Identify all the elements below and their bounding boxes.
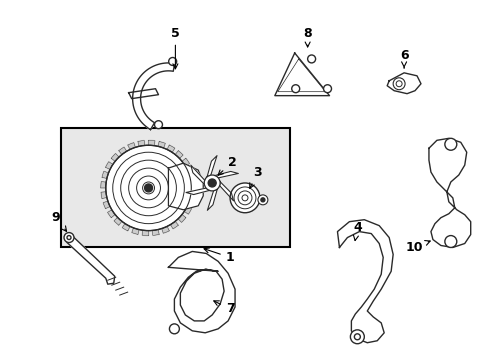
Circle shape — [208, 179, 216, 187]
Circle shape — [392, 78, 404, 90]
Circle shape — [350, 330, 364, 344]
Circle shape — [257, 195, 267, 205]
Polygon shape — [386, 73, 420, 94]
Circle shape — [144, 184, 152, 192]
Polygon shape — [102, 171, 108, 179]
Circle shape — [444, 138, 456, 150]
Polygon shape — [103, 201, 110, 208]
Polygon shape — [111, 153, 119, 161]
Circle shape — [64, 233, 74, 243]
Polygon shape — [127, 143, 135, 149]
Polygon shape — [66, 235, 115, 284]
Text: 4: 4 — [352, 221, 361, 240]
Text: 10: 10 — [405, 240, 429, 254]
Polygon shape — [337, 220, 392, 343]
Text: 1: 1 — [203, 248, 234, 264]
Polygon shape — [148, 140, 155, 146]
Circle shape — [230, 183, 260, 213]
Polygon shape — [101, 192, 107, 198]
Polygon shape — [170, 221, 178, 229]
Polygon shape — [182, 158, 189, 166]
Polygon shape — [214, 171, 238, 178]
FancyBboxPatch shape — [61, 129, 289, 247]
Polygon shape — [168, 251, 235, 333]
Polygon shape — [178, 215, 185, 222]
Polygon shape — [188, 197, 195, 205]
Polygon shape — [122, 224, 130, 231]
Text: 6: 6 — [399, 49, 407, 68]
Circle shape — [291, 85, 299, 93]
Polygon shape — [162, 226, 169, 233]
Polygon shape — [428, 138, 470, 247]
Circle shape — [169, 324, 179, 334]
Polygon shape — [128, 89, 158, 99]
Polygon shape — [190, 177, 196, 184]
Polygon shape — [105, 162, 113, 170]
Polygon shape — [184, 206, 191, 214]
Polygon shape — [207, 189, 217, 210]
Text: 7: 7 — [213, 301, 234, 315]
Polygon shape — [187, 167, 194, 175]
Text: 5: 5 — [171, 27, 180, 69]
Circle shape — [444, 235, 456, 247]
Polygon shape — [190, 165, 204, 184]
Text: 2: 2 — [218, 156, 236, 175]
Polygon shape — [190, 188, 196, 194]
Text: 3: 3 — [249, 166, 262, 188]
Polygon shape — [175, 151, 183, 158]
Polygon shape — [274, 53, 329, 96]
Polygon shape — [114, 217, 122, 225]
Polygon shape — [167, 145, 175, 152]
Polygon shape — [185, 188, 209, 194]
Polygon shape — [219, 181, 233, 201]
Polygon shape — [131, 228, 139, 234]
Text: 9: 9 — [52, 211, 66, 231]
Circle shape — [204, 175, 220, 191]
Circle shape — [323, 85, 331, 93]
Polygon shape — [152, 230, 159, 235]
Circle shape — [307, 55, 315, 63]
Polygon shape — [119, 147, 126, 154]
Polygon shape — [158, 141, 165, 148]
Circle shape — [168, 58, 176, 66]
Polygon shape — [142, 230, 148, 235]
Circle shape — [105, 145, 191, 231]
Polygon shape — [107, 210, 115, 218]
Circle shape — [154, 121, 162, 129]
Polygon shape — [206, 156, 217, 177]
Polygon shape — [132, 63, 174, 130]
Circle shape — [261, 198, 264, 202]
Text: 8: 8 — [303, 27, 311, 47]
Polygon shape — [168, 163, 203, 210]
Polygon shape — [101, 181, 106, 188]
Polygon shape — [138, 140, 144, 146]
